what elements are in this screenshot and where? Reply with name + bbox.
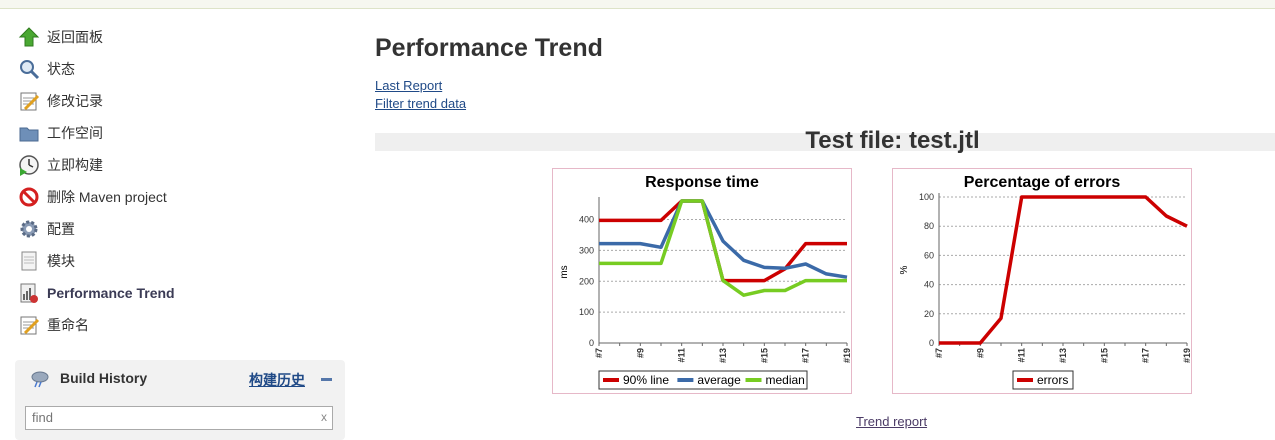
gear-icon — [18, 218, 40, 240]
y-axis-label: % — [899, 265, 910, 274]
errors-chart-svg: Percentage of errors 0 20 40 60 80 100% #7 #9 #11… — [899, 174, 1191, 390]
errors-chart: Percentage of errors 0 20 40 60 80 100% #7 #9 #11… — [892, 168, 1192, 394]
x-tick-label: #13 — [718, 348, 728, 363]
up-arrow-icon — [18, 26, 40, 48]
top-strip — [0, 0, 1275, 9]
sidebar-item-performance-trend[interactable]: Performance Trend — [18, 281, 175, 305]
x-tick-label: #15 — [759, 348, 769, 363]
test-file-bar — [375, 133, 1275, 151]
y-tick-label: 100 — [919, 192, 934, 202]
x-tick-label: #15 — [1099, 348, 1109, 363]
sidebar-item-label: 修改记录 — [47, 93, 103, 109]
y-tick-label: 400 — [579, 215, 594, 225]
legend-label: errors — [1037, 373, 1068, 387]
last-report-link[interactable]: Last Report — [375, 78, 443, 93]
collapse-icon[interactable] — [321, 378, 332, 381]
sidebar-item-modules[interactable]: 模块 — [18, 249, 75, 273]
y-tick-label: 200 — [579, 276, 594, 286]
response-time-chart: Response time 0 100 200 300 400 ms #7 #9 #11 #13 #1… — [552, 168, 852, 394]
build-history-trend-link[interactable]: 构建历史 — [249, 372, 305, 388]
x-tick-label: #7 — [934, 348, 944, 358]
y-tick-label: 40 — [924, 280, 934, 290]
x-tick-label: #9 — [635, 348, 645, 358]
series-line — [599, 199, 847, 297]
legend-label: 90% line — [623, 373, 669, 387]
sidebar-item-label: 配置 — [47, 221, 75, 237]
sidebar-item-status[interactable]: 状态 — [18, 57, 75, 81]
response-time-chart-svg: Response time 0 100 200 300 400 ms #7 #9 #11 #13 #1… — [559, 174, 851, 390]
y-tick-label: 60 — [924, 250, 934, 260]
x-tick-label: #13 — [1058, 348, 1068, 363]
build-history-panel: Build History 构建历史 x — [15, 360, 345, 440]
filter-trend-link[interactable]: Filter trend data — [375, 96, 467, 111]
sidebar-item-label: Performance Trend — [47, 285, 175, 301]
x-tick-label: #9 — [975, 348, 985, 358]
sidebar-item-changes[interactable]: 修改记录 — [18, 89, 103, 113]
build-history-title: Build History — [60, 370, 148, 386]
trend-report-link[interactable]: Trend report — [856, 414, 928, 429]
y-tick-label: 100 — [579, 307, 594, 317]
chart-title: Percentage of errors — [964, 174, 1121, 191]
legend-label: median — [766, 373, 805, 387]
x-tick-label: #17 — [801, 348, 811, 363]
series-line — [599, 199, 848, 279]
sidebar-item-label: 工作空间 — [47, 125, 103, 141]
chart-legend — [1012, 370, 1074, 390]
sidebar: 返回面板 状态 修改记录 工作空间 立即构建 删除 Maven project — [0, 0, 350, 440]
y-axis-label: ms — [559, 265, 570, 278]
document-icon — [18, 250, 40, 272]
y-tick-label: 300 — [579, 245, 594, 255]
sidebar-item-build-now[interactable]: 立即构建 — [18, 153, 103, 177]
sidebar-item-rename[interactable]: 重命名 — [18, 313, 89, 337]
y-tick-label: 80 — [924, 221, 934, 231]
y-tick-label: 20 — [924, 309, 934, 319]
series-line — [939, 195, 1188, 345]
sidebar-item-label: 立即构建 — [47, 157, 103, 173]
sidebar-item-label: 重命名 — [47, 317, 89, 333]
sidebar-item-delete-project[interactable]: 删除 Maven project — [18, 185, 167, 209]
build-search-input[interactable] — [26, 407, 302, 427]
clock-icon — [18, 154, 40, 176]
no-entry-icon — [18, 186, 40, 208]
notepad-icon — [18, 90, 40, 112]
build-search-box: x — [25, 406, 333, 430]
sidebar-item-label: 删除 Maven project — [47, 189, 167, 205]
chart-title: Response time — [645, 174, 759, 191]
magnifier-icon — [18, 58, 40, 80]
sidebar-item-back-to-dashboard[interactable]: 返回面板 — [18, 25, 103, 49]
test-file-heading: Test file: test.jtl — [805, 127, 980, 154]
chart-legend — [598, 370, 808, 390]
x-tick-label: #7 — [594, 348, 604, 358]
notepad-icon — [18, 314, 40, 336]
weather-cloud-icon — [29, 368, 51, 388]
x-tick-label: #11 — [1017, 348, 1027, 363]
sidebar-item-configure[interactable]: 配置 — [18, 217, 75, 241]
sidebar-item-label: 模块 — [47, 253, 75, 269]
y-tick-label: 0 — [589, 338, 594, 348]
x-tick-label: #19 — [842, 348, 851, 363]
x-tick-label: #17 — [1141, 348, 1151, 363]
legend-label: average — [697, 373, 741, 387]
clear-search-button[interactable]: x — [321, 410, 327, 424]
sidebar-item-workspace[interactable]: 工作空间 — [18, 121, 103, 145]
graph-icon — [18, 282, 40, 304]
sidebar-item-label: 状态 — [47, 61, 75, 77]
x-tick-label: #19 — [1182, 348, 1191, 363]
page-title: Performance Trend — [375, 34, 603, 62]
x-tick-label: #11 — [677, 348, 687, 363]
folder-icon — [18, 122, 40, 144]
sidebar-item-label: 返回面板 — [47, 29, 103, 45]
y-tick-label: 0 — [929, 338, 934, 348]
